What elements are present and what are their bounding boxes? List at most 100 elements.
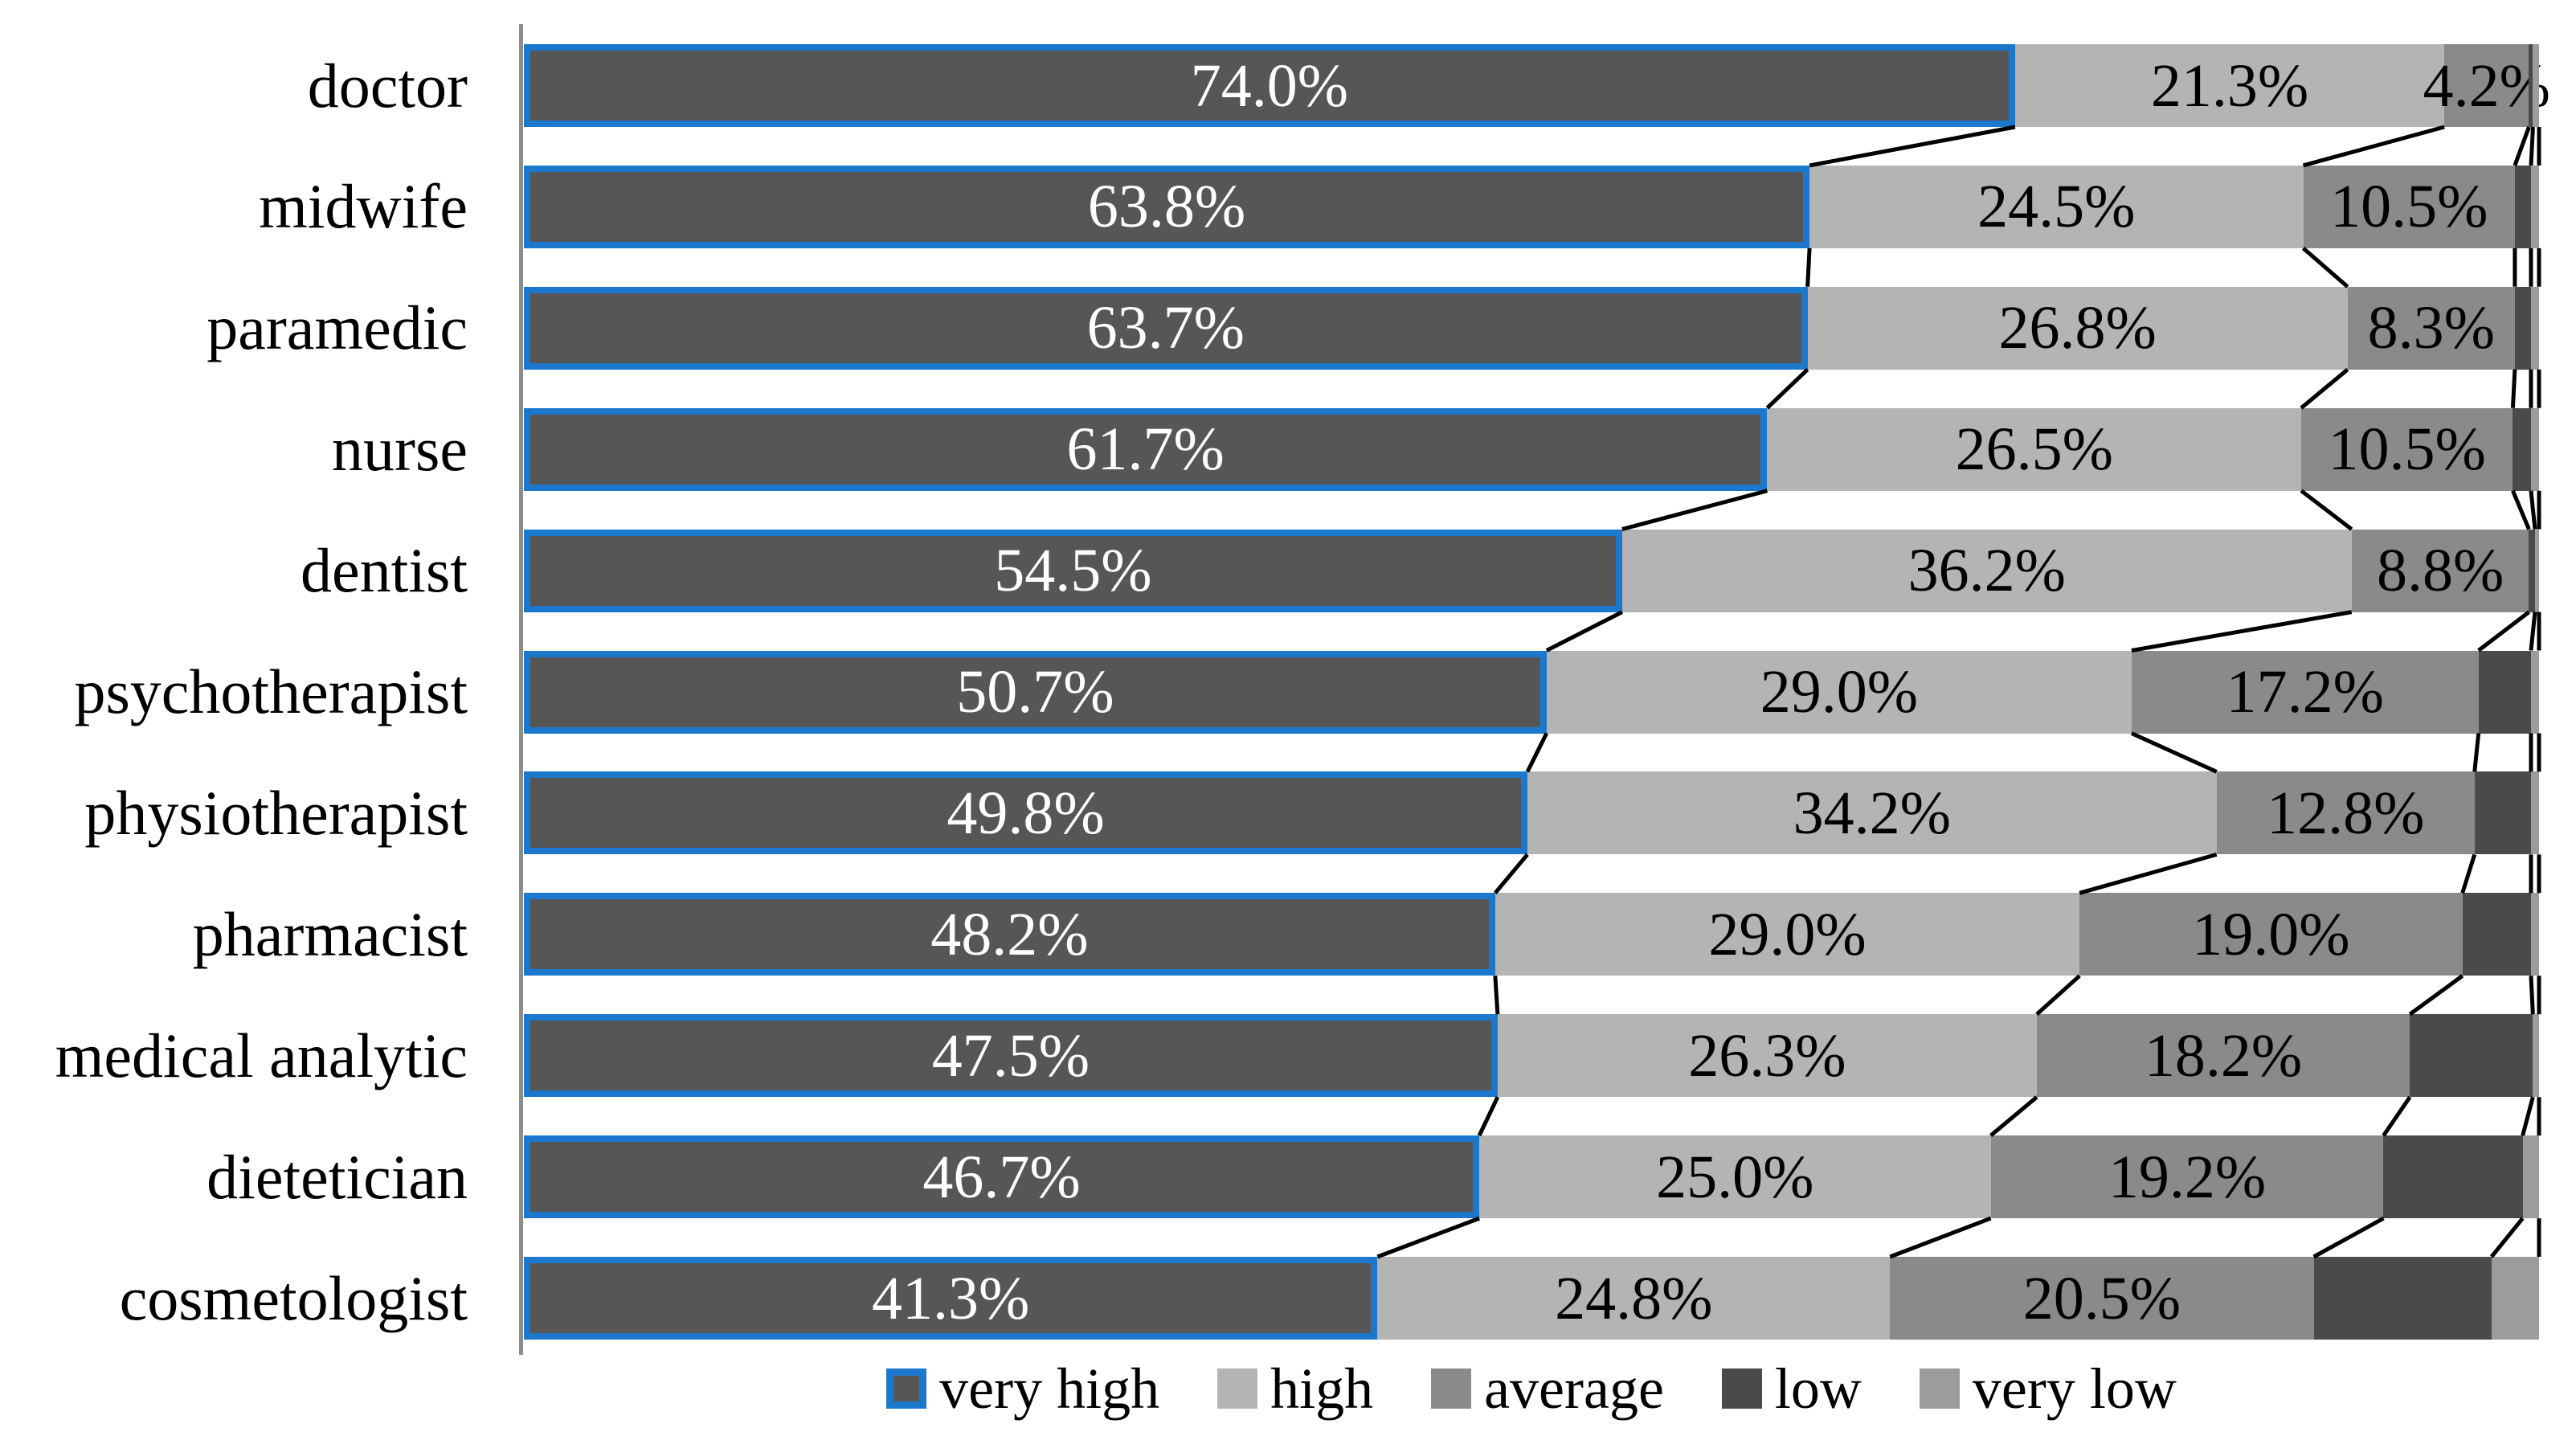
bar-segment-average-pharmacist: 19.0%: [2079, 893, 2463, 976]
connector-line-high: [2302, 125, 2445, 168]
legend-label-high: high: [1270, 1356, 1374, 1421]
bar-segment-average-midwife: 10.5%: [2303, 165, 2515, 248]
connector-line-high: [2131, 610, 2353, 653]
bar-segment-very-high-doctor: 74.0%: [524, 44, 2015, 127]
legend-swatch-average-icon: [1431, 1368, 1472, 1409]
value-label-very-high-cosmetologist: 41.3%: [872, 1264, 1030, 1332]
value-label-very-high-paramedic: 63.7%: [1086, 294, 1245, 362]
connector-line-low: [2529, 612, 2537, 651]
bar-segment-low-dietetician: [2383, 1135, 2523, 1219]
bar-segment-low-medical-analytic: [2410, 1014, 2533, 1098]
value-label-average-medical-analytic: 18.2%: [2144, 1021, 2303, 1090]
legend-label-average: average: [1484, 1356, 1664, 1421]
bar-segment-average-medical-analytic: 18.2%: [2036, 1014, 2410, 1098]
legend-swatch-high-icon: [1217, 1368, 1258, 1409]
bar-segment-high-doctor: 21.3%: [2014, 44, 2445, 127]
legend-swatch-very-high-icon: [886, 1368, 927, 1409]
bar-segment-very-low-midwife: [2530, 165, 2539, 248]
connector-line-very-high: [1545, 610, 1623, 653]
bar-segment-very-low-nurse: [2530, 407, 2539, 491]
connector-line-low: [2521, 1096, 2535, 1136]
bar-segment-very-high-psychotherapist: 50.7%: [524, 650, 1547, 734]
value-label-high-pharmacist: 29.0%: [1708, 900, 1867, 968]
bar-segment-very-high-cosmetologist: 41.3%: [524, 1257, 1378, 1340]
legend-label-very-high: very high: [939, 1356, 1160, 1421]
bar-segment-low-pharmacist: [2462, 893, 2531, 976]
connector-line-average: [2408, 974, 2464, 1017]
bar-segment-average-paramedic: 8.3%: [2347, 286, 2515, 370]
category-label-pharmacist: pharmacist: [192, 898, 468, 969]
value-label-high-doctor: 21.3%: [2150, 51, 2309, 120]
connector-line-average: [2513, 126, 2531, 166]
connector-line-low: [2529, 126, 2535, 166]
legend: very high high average low very low: [524, 1360, 2539, 1418]
value-label-high-dentist: 36.2%: [1907, 537, 2066, 605]
category-label-nurse: nurse: [332, 414, 468, 485]
connector-line-low: [2529, 976, 2535, 1015]
bar-segment-very-low-dietetician: [2522, 1135, 2539, 1219]
connector-line-high: [1889, 1216, 1992, 1259]
bar-segment-high-nurse: 26.5%: [1767, 407, 2302, 491]
bar-segment-very-high-pharmacist: 48.2%: [524, 893, 1495, 976]
connector-line-high: [2130, 731, 2218, 774]
value-label-average-physiotherapist: 12.8%: [2267, 779, 2425, 847]
value-label-average-dietetician: 19.2%: [2108, 1143, 2267, 1211]
bar-segment-high-physiotherapist: 34.2%: [1527, 771, 2217, 855]
value-label-very-high-physiotherapist: 49.8%: [947, 779, 1105, 847]
connector-line-low: [2489, 1217, 2525, 1258]
connector-line-high: [1989, 1095, 2038, 1138]
bar-segment-low-doctor: [2529, 44, 2533, 127]
value-label-very-high-psychotherapist: 50.7%: [956, 658, 1114, 726]
value-label-very-high-dentist: 54.5%: [994, 537, 1152, 605]
connector-line-very-high: [1805, 248, 1812, 287]
category-label-dietetician: dietetician: [206, 1141, 468, 1212]
legend-swatch-low-icon: [1721, 1368, 1762, 1409]
value-label-very-high-nurse: 61.7%: [1066, 415, 1225, 484]
value-label-average-pharmacist: 19.0%: [2192, 900, 2350, 968]
legend-item-low: low: [1721, 1356, 1862, 1421]
bar-segment-high-medical-analytic: 26.3%: [1497, 1014, 2037, 1098]
category-label-midwife: midwife: [259, 171, 468, 242]
bar-segment-high-psychotherapist: 29.0%: [1546, 650, 2132, 734]
value-label-average-nurse: 10.5%: [2328, 415, 2486, 484]
connector-line-high: [2300, 367, 2349, 410]
legend-item-very-high: very high: [886, 1360, 1159, 1418]
bar-segment-low-nurse: [2513, 407, 2531, 491]
bar-segment-very-high-dentist: 54.5%: [524, 529, 1622, 612]
value-label-high-psychotherapist: 29.0%: [1760, 658, 1918, 726]
bar-segment-very-high-paramedic: 63.7%: [524, 286, 1808, 370]
bar-segment-very-low-medical-analytic: [2533, 1014, 2539, 1098]
connector-line-high: [2301, 247, 2349, 288]
bar-segment-low-dentist: [2529, 529, 2535, 612]
legend-item-average: average: [1431, 1360, 1664, 1418]
bar-segment-average-dietetician: 19.2%: [1990, 1135, 2384, 1219]
value-label-high-cosmetologist: 24.8%: [1555, 1264, 1713, 1332]
value-label-average-psychotherapist: 17.2%: [2226, 658, 2384, 726]
category-label-doctor: doctor: [307, 50, 468, 121]
value-label-very-high-midwife: 63.8%: [1087, 173, 1246, 241]
bar-segment-very-low-dentist: [2534, 529, 2539, 612]
bar-segment-low-psychotherapist: [2478, 650, 2531, 734]
bar-segment-very-low-pharmacist: [2530, 893, 2539, 976]
connector-line-very-high: [1525, 732, 1549, 773]
category-label-physiotherapist: physiotherapist: [84, 777, 468, 848]
bar-segment-very-high-midwife: 63.8%: [524, 165, 1810, 248]
connector-line-very-high: [1493, 976, 1500, 1015]
connector-line-average: [2477, 610, 2530, 653]
legend-item-very-low: very low: [1919, 1356, 2177, 1421]
legend-item-high: high: [1217, 1360, 1373, 1418]
bar-segment-average-nurse: 10.5%: [2301, 407, 2513, 491]
bar-segment-average-dentist: 8.8%: [2351, 529, 2529, 612]
value-label-very-high-pharmacist: 48.2%: [930, 900, 1089, 968]
bar-segment-very-low-physiotherapist: [2530, 771, 2539, 855]
bar-segment-low-midwife: [2514, 165, 2531, 248]
bar-segment-very-low-doctor: [2533, 44, 2539, 127]
legend-label-low: low: [1774, 1356, 1862, 1421]
bar-segment-very-low-psychotherapist: [2530, 650, 2539, 734]
legend-label-very-low: very low: [1972, 1356, 2177, 1421]
connector-line-high: [2300, 489, 2353, 531]
connector-line-very-high: [1809, 125, 2016, 168]
bar-segment-very-high-dietetician: 46.7%: [524, 1135, 1480, 1219]
